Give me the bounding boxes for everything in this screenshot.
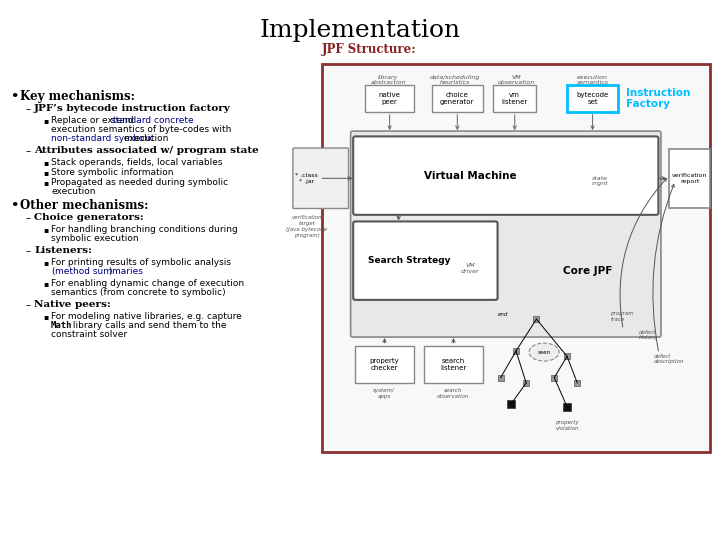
FancyBboxPatch shape xyxy=(507,400,515,408)
Text: Stack operands, fields, local variables: Stack operands, fields, local variables xyxy=(51,158,222,167)
Text: Store symbolic information: Store symbolic information xyxy=(51,168,174,177)
Text: ▪: ▪ xyxy=(43,258,48,267)
Text: library calls and send them to the: library calls and send them to the xyxy=(71,321,227,330)
Text: verification
report: verification report xyxy=(672,173,707,184)
Text: Key mechanisms:: Key mechanisms: xyxy=(20,90,135,103)
FancyBboxPatch shape xyxy=(523,380,529,386)
Text: Instruction
Factory: Instruction Factory xyxy=(626,87,690,109)
Text: –: – xyxy=(26,104,31,114)
Text: property
violation: property violation xyxy=(555,420,579,431)
Text: symbolic execution: symbolic execution xyxy=(51,234,139,243)
Text: program
trace: program trace xyxy=(611,311,634,322)
Text: ▪: ▪ xyxy=(43,168,48,177)
Text: –: – xyxy=(26,300,31,310)
FancyBboxPatch shape xyxy=(293,148,348,208)
Text: constraint solver: constraint solver xyxy=(51,330,127,339)
Text: JPF’s bytecode instruction factory: JPF’s bytecode instruction factory xyxy=(34,104,230,113)
Text: ▪: ▪ xyxy=(43,178,48,187)
Text: Choice generators:: Choice generators: xyxy=(34,213,144,222)
Text: ▪: ▪ xyxy=(43,279,48,288)
FancyBboxPatch shape xyxy=(563,403,571,411)
FancyBboxPatch shape xyxy=(322,64,710,452)
Text: •: • xyxy=(10,199,19,212)
Text: native
peer: native peer xyxy=(379,92,400,105)
FancyBboxPatch shape xyxy=(424,346,483,383)
Text: (: ( xyxy=(51,267,55,276)
Text: –: – xyxy=(26,213,31,223)
FancyBboxPatch shape xyxy=(355,346,414,383)
Ellipse shape xyxy=(529,343,559,361)
Text: non-standard symbolic: non-standard symbolic xyxy=(51,134,155,143)
Text: ): ) xyxy=(109,267,112,276)
Text: defect
history: defect history xyxy=(639,329,657,340)
Text: library
abstraction: library abstraction xyxy=(371,75,406,85)
Text: For printing results of symbolic analysis: For printing results of symbolic analysi… xyxy=(51,258,231,267)
Text: search
listener: search listener xyxy=(441,358,467,371)
Text: system/
apps: system/ apps xyxy=(374,388,395,399)
Text: method summaries: method summaries xyxy=(55,267,143,276)
Text: seen: seen xyxy=(538,349,551,355)
Text: execution
semantics: execution semantics xyxy=(577,75,608,85)
FancyBboxPatch shape xyxy=(552,375,557,381)
Text: Replace or extend: Replace or extend xyxy=(51,116,137,125)
Text: property
checker: property checker xyxy=(369,358,400,371)
Text: Search Strategy: Search Strategy xyxy=(367,256,450,265)
Text: Listeners:: Listeners: xyxy=(34,246,92,255)
FancyBboxPatch shape xyxy=(351,131,661,337)
FancyBboxPatch shape xyxy=(365,85,414,112)
FancyBboxPatch shape xyxy=(534,316,539,322)
FancyBboxPatch shape xyxy=(354,221,498,300)
Text: VM
observation: VM observation xyxy=(498,75,535,85)
Text: standard concrete: standard concrete xyxy=(112,116,194,125)
Text: Other mechanisms:: Other mechanisms: xyxy=(20,199,148,212)
Text: For modeling native libraries, e.g. capture: For modeling native libraries, e.g. capt… xyxy=(51,312,242,321)
Text: Propagated as needed during symbolic: Propagated as needed during symbolic xyxy=(51,178,228,187)
FancyBboxPatch shape xyxy=(432,85,483,112)
Text: Native peers:: Native peers: xyxy=(34,300,111,309)
Text: ▪: ▪ xyxy=(43,225,48,234)
FancyBboxPatch shape xyxy=(508,401,514,407)
Text: ▪: ▪ xyxy=(43,158,48,167)
Text: execution semantics of byte-codes with: execution semantics of byte-codes with xyxy=(51,125,231,134)
FancyBboxPatch shape xyxy=(564,404,570,410)
FancyBboxPatch shape xyxy=(354,137,658,215)
Text: Math: Math xyxy=(51,321,73,330)
Text: Virtual Machine: Virtual Machine xyxy=(424,171,516,180)
Text: * .class
* .jar: * .class * .jar xyxy=(295,173,318,184)
FancyBboxPatch shape xyxy=(513,348,519,354)
Text: VM
driver: VM driver xyxy=(461,263,480,274)
Text: Implementation: Implementation xyxy=(259,18,461,42)
FancyBboxPatch shape xyxy=(669,149,710,207)
FancyBboxPatch shape xyxy=(564,353,570,359)
Text: data/scheduling
heuristics: data/scheduling heuristics xyxy=(430,75,480,85)
Text: –: – xyxy=(26,146,31,156)
Text: defect
description: defect description xyxy=(654,354,684,364)
Text: execution: execution xyxy=(51,187,96,196)
Text: For enabling dynamic change of execution: For enabling dynamic change of execution xyxy=(51,279,244,288)
Text: state
mgnt: state mgnt xyxy=(592,176,608,186)
Text: verification
target
(Java bytecode
program): verification target (Java bytecode progr… xyxy=(286,215,327,238)
Text: search
observation: search observation xyxy=(437,388,469,399)
Text: •: • xyxy=(10,90,19,103)
FancyBboxPatch shape xyxy=(493,85,536,112)
Text: choice
generator: choice generator xyxy=(440,92,474,105)
Text: Attributes associated w/ program state: Attributes associated w/ program state xyxy=(34,146,258,155)
Text: Core JPF: Core JPF xyxy=(563,266,612,276)
Text: bytecode
set: bytecode set xyxy=(577,92,608,105)
FancyBboxPatch shape xyxy=(498,375,504,381)
FancyBboxPatch shape xyxy=(567,85,618,112)
Text: –: – xyxy=(26,246,31,256)
Text: JPF Structure:: JPF Structure: xyxy=(322,43,417,56)
Text: ▪: ▪ xyxy=(43,312,48,321)
Text: ▪: ▪ xyxy=(43,116,48,125)
FancyBboxPatch shape xyxy=(575,380,580,386)
Text: vm
listener: vm listener xyxy=(502,92,528,105)
Text: end: end xyxy=(498,312,508,318)
Text: For handling branching conditions during: For handling branching conditions during xyxy=(51,225,238,234)
Text: semantics (from concrete to symbolic): semantics (from concrete to symbolic) xyxy=(51,288,225,297)
Text: execution: execution xyxy=(122,134,168,143)
